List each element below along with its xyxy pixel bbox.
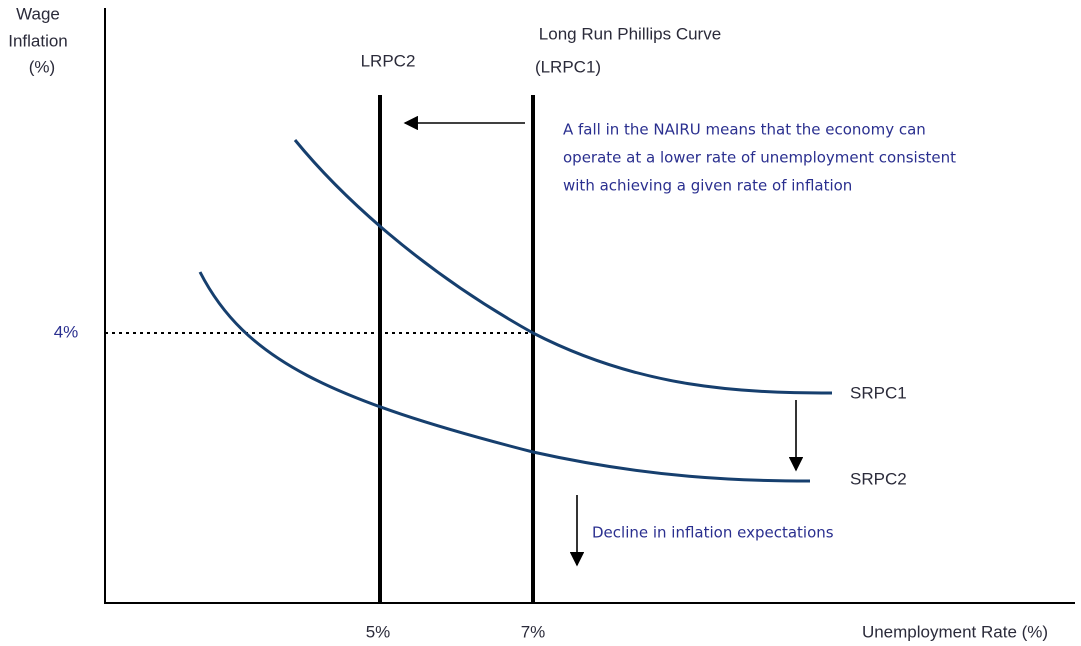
y-axis-label: (%) (29, 57, 55, 76)
x-tick-label: 5% (366, 622, 391, 641)
annotation: A fall in the NAIRU means that the econo… (563, 121, 926, 139)
y-axis-label: Wage (16, 4, 60, 23)
lrpc1-label: Long Run Phillips Curve (539, 24, 721, 43)
annotation: operate at a lower rate of unemployment … (563, 149, 956, 167)
annotation: with achieving a given rate of inflation (563, 177, 852, 195)
srpc1-label: SRPC1 (850, 383, 907, 402)
y-tick-label: 4% (54, 322, 79, 341)
lrpc2-label: LRPC2 (361, 51, 416, 70)
annotation: Decline in inflation expectations (592, 524, 834, 542)
y-axis-label: Inflation (8, 31, 68, 50)
srpc1-curve (293, 139, 833, 395)
srpc2-curve (198, 271, 811, 483)
lrpc1-label: (LRPC1) (535, 57, 601, 76)
x-axis-label: Unemployment Rate (%) (862, 622, 1048, 641)
x-tick-label: 7% (521, 622, 546, 641)
srpc2-label: SRPC2 (850, 469, 907, 488)
